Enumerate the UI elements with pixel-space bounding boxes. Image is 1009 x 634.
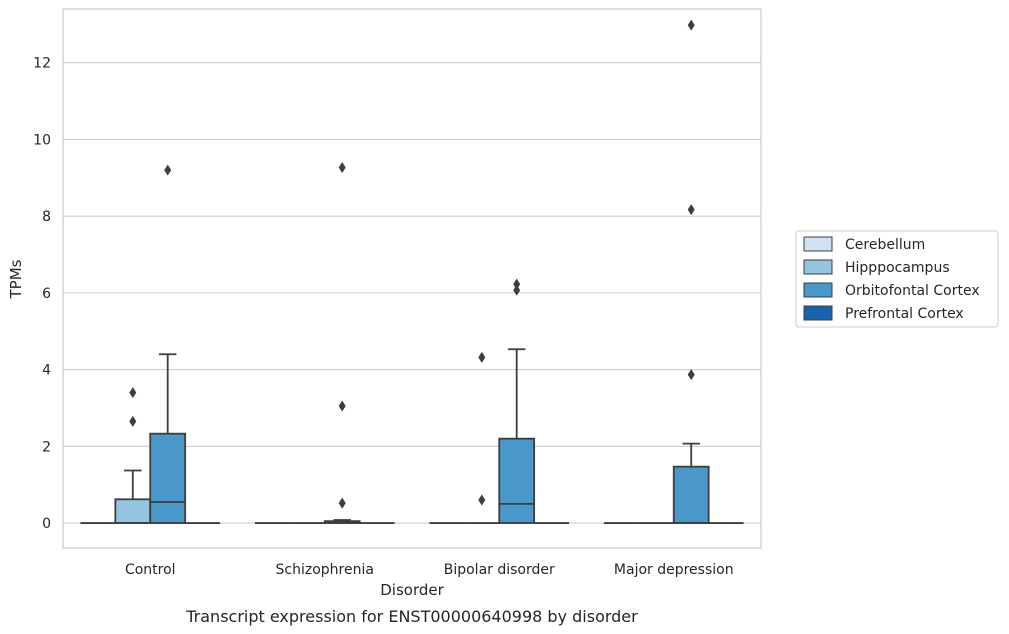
outlier-point bbox=[338, 497, 346, 509]
y-tick-labels: 0 2 4 6 8 10 12 bbox=[33, 56, 51, 532]
legend-swatch bbox=[803, 259, 833, 275]
outlier-point bbox=[687, 19, 695, 31]
y-tick-label: 2 bbox=[42, 439, 51, 455]
outlier-point bbox=[687, 369, 695, 381]
box-body bbox=[672, 465, 710, 524]
y-tick-label: 6 bbox=[42, 286, 51, 302]
legend-label: Hipppocampus bbox=[845, 260, 950, 276]
box-orbitofontal-cortex bbox=[498, 278, 536, 524]
box-orbitofontal-cortex bbox=[149, 164, 187, 524]
box-body bbox=[498, 437, 536, 524]
y-tick-label: 8 bbox=[42, 209, 51, 225]
outlier-point bbox=[164, 164, 172, 176]
legend-label: Orbitofontal Cortex bbox=[845, 283, 980, 299]
outlier-point bbox=[478, 351, 486, 363]
box-hipppocampus bbox=[464, 351, 500, 524]
box-body bbox=[149, 432, 187, 524]
y-tick-label: 10 bbox=[33, 132, 51, 148]
outlier-point bbox=[338, 161, 346, 173]
x-tick-label: Schizophrenia bbox=[276, 562, 374, 578]
legend: Cerebellum Hipppocampus Orbitofontal Corte… bbox=[795, 230, 999, 328]
legend-swatch bbox=[803, 236, 833, 252]
outlier-point bbox=[513, 284, 521, 296]
plot-frame bbox=[62, 8, 762, 549]
legend-label: Prefrontal Cortex bbox=[845, 306, 964, 322]
outlier-point bbox=[478, 494, 486, 506]
x-tick-label: Control bbox=[125, 562, 176, 578]
box-orbitofontal-cortex bbox=[323, 161, 361, 524]
x-tick-labels: Control Schizophrenia Bipolar disorder Majo… bbox=[125, 562, 734, 578]
outlier-point bbox=[129, 415, 137, 427]
chart-caption: Transcript expression for ENST0000064099… bbox=[185, 607, 638, 626]
box-body bbox=[114, 498, 152, 524]
x-tick-label: Major depression bbox=[614, 562, 734, 578]
outlier-point bbox=[513, 278, 521, 290]
y-tick-label: 12 bbox=[33, 56, 51, 72]
outlier-point bbox=[338, 400, 346, 412]
y-tick-label: 0 bbox=[42, 516, 51, 532]
legend-swatch bbox=[803, 305, 833, 321]
legend-label: Cerebellum bbox=[845, 237, 925, 253]
box-hipppocampus bbox=[114, 387, 152, 524]
box-orbitofontal-cortex bbox=[672, 19, 710, 524]
outlier-point bbox=[129, 387, 137, 399]
legend-swatch bbox=[803, 282, 833, 298]
x-axis-title: Disorder bbox=[380, 581, 444, 599]
legend-frame bbox=[795, 230, 999, 328]
y-tick-label: 4 bbox=[42, 363, 51, 379]
x-tick-label: Bipolar disorder bbox=[444, 562, 555, 578]
y-axis-title: TPMs bbox=[7, 259, 25, 299]
outlier-point bbox=[687, 204, 695, 216]
box-series bbox=[80, 19, 744, 524]
